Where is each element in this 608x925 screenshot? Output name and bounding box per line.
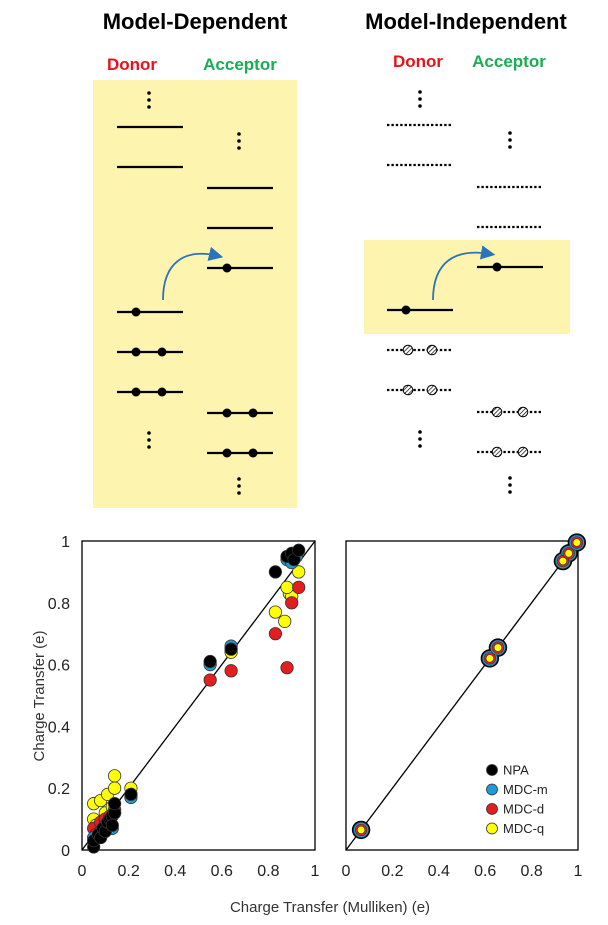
point-mdc-q bbox=[108, 769, 122, 783]
donor-electrons-left bbox=[131, 91, 167, 449]
acceptor-levels-right bbox=[477, 185, 543, 454]
point-mdc-d bbox=[224, 664, 238, 678]
acceptor-label-right: Acceptor bbox=[472, 52, 546, 71]
acceptor-electrons-right bbox=[491, 131, 529, 494]
point-mdc-q bbox=[108, 781, 122, 795]
y-tick-label: 0 bbox=[61, 843, 70, 860]
point-npa bbox=[268, 565, 282, 579]
transfer-arrow-right bbox=[432, 245, 496, 301]
point-mdc-d bbox=[203, 673, 217, 687]
acceptor-electrons-left bbox=[222, 132, 258, 495]
point-npa bbox=[108, 797, 122, 811]
donor-label-right: Donor bbox=[393, 52, 443, 71]
point-mdc-d bbox=[285, 596, 299, 610]
point-mdc-q bbox=[564, 549, 573, 558]
x-tick-label: 0.6 bbox=[211, 863, 233, 880]
x-tick-label: 0.8 bbox=[520, 863, 542, 880]
point-mdc-q bbox=[493, 643, 503, 652]
scatter-plot-model-dependent: 0 0.2 0.4 0.6 0.8 1 0 0.2 0.4 0.6 0.8 1 bbox=[48, 534, 320, 880]
point-npa bbox=[292, 543, 306, 557]
x-tick-label: 0.2 bbox=[117, 863, 139, 880]
y-tick-label: 0.6 bbox=[48, 658, 70, 675]
point-mdc-q bbox=[485, 654, 494, 663]
x-tick-label: 0.2 bbox=[381, 863, 403, 880]
point-mdc-q bbox=[356, 825, 366, 835]
y-tick-label: 1 bbox=[61, 534, 70, 551]
legend-marker-mdc-q bbox=[486, 822, 498, 835]
y-tick-label: 0.2 bbox=[48, 781, 70, 798]
point-npa bbox=[203, 654, 217, 669]
point-mdc-q bbox=[292, 565, 306, 579]
model-independent-diagram: Model-Independent Donor Acceptor bbox=[364, 9, 570, 494]
point-npa bbox=[105, 818, 119, 832]
legend-marker-npa bbox=[486, 764, 498, 776]
x-tick-label: 0 bbox=[78, 863, 87, 880]
point-mdc-d bbox=[292, 580, 306, 594]
legend-label-mdc-d: MDC-d bbox=[503, 802, 544, 817]
y-tick-label: 0.4 bbox=[48, 719, 70, 736]
point-mdc-q bbox=[268, 605, 282, 619]
model-dependent-diagram: Model-Dependent Donor Acceptor bbox=[93, 9, 297, 508]
x-tick-label: 0.4 bbox=[164, 863, 186, 880]
x-tick-label: 0.6 bbox=[474, 863, 496, 880]
transfer-arrow-left bbox=[162, 246, 224, 301]
legend-label-mdc-m: MDC-m bbox=[503, 782, 548, 797]
point-mdc-q bbox=[280, 580, 294, 594]
scatter-plot-model-independent: 0 0.2 0.4 0.6 0.8 1 bbox=[342, 533, 587, 880]
donor-label-left: Donor bbox=[107, 55, 157, 74]
legend-label-npa: NPA bbox=[503, 763, 529, 778]
diagram-title-right: Model-Independent bbox=[365, 9, 567, 34]
acceptor-label-left: Acceptor bbox=[203, 55, 277, 74]
point-mdc-d bbox=[268, 627, 282, 641]
diagonal-line bbox=[81, 540, 316, 851]
donor-electrons-right bbox=[401, 90, 438, 448]
legend: NPA MDC-m MDC-d MDC-q bbox=[486, 763, 548, 836]
highlight-box-left bbox=[93, 80, 297, 508]
point-npa bbox=[124, 787, 138, 801]
donor-levels-right bbox=[387, 123, 453, 392]
x-tick-label: 1 bbox=[311, 863, 320, 880]
y-tick-label: 0.8 bbox=[48, 596, 70, 613]
x-tick-label: 0 bbox=[342, 863, 351, 880]
x-tick-label: 0.4 bbox=[428, 863, 450, 880]
y-axis-label: Charge Transfer (e) bbox=[31, 631, 48, 762]
x-tick-label: 0.8 bbox=[257, 863, 279, 880]
plot-frame bbox=[81, 540, 316, 851]
acceptor-levels-left bbox=[207, 186, 273, 455]
point-mdc-q bbox=[278, 614, 292, 628]
legend-marker-mdc-d bbox=[486, 803, 498, 815]
point-mdc-d bbox=[280, 661, 294, 675]
highlight-box-right bbox=[364, 240, 570, 334]
point-mdc-q bbox=[572, 538, 581, 547]
point-npa bbox=[224, 642, 238, 656]
point-mdc-q bbox=[558, 556, 568, 566]
legend-label-mdc-q: MDC-q bbox=[503, 821, 544, 836]
diagonal-line bbox=[345, 540, 579, 851]
legend-marker-mdc-m bbox=[486, 783, 498, 796]
x-axis-label: Charge Transfer (Mulliken) (e) bbox=[230, 899, 430, 916]
plot-frame bbox=[345, 540, 579, 851]
diagram-title-left: Model-Dependent bbox=[103, 9, 288, 34]
x-tick-label: 1 bbox=[574, 863, 583, 880]
donor-levels-left bbox=[117, 125, 183, 394]
